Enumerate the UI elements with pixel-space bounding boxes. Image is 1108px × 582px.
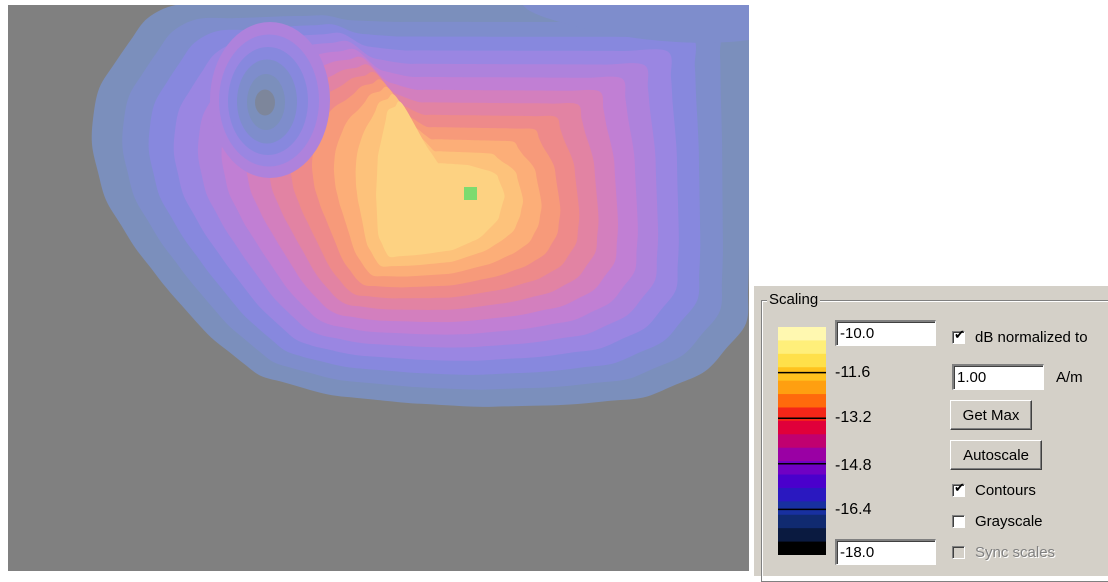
sync-scales-checkbox — [952, 545, 965, 559]
secondary-dip-level-6 — [255, 89, 275, 116]
contour-regions — [91, 5, 749, 407]
normalization-value-input[interactable] — [952, 364, 1044, 390]
colorbar-band — [778, 327, 826, 342]
tick-label-3: -14.8 — [835, 457, 872, 474]
scaling-panel: Scaling -11.6 -13.2 -14.8 -16.4 ✔ dB nor… — [754, 286, 1108, 582]
colorbar-band — [778, 340, 826, 355]
sync-scales-checkbox-row: Sync scales — [952, 542, 1055, 562]
upper-right-lobe — [523, 5, 749, 43]
grayscale-checkbox[interactable] — [952, 514, 965, 528]
contour-level-13 — [376, 101, 505, 258]
checkmark-icon: ✔ — [954, 480, 965, 496]
scaling-title: Scaling — [767, 291, 821, 308]
colorbar-band — [778, 474, 826, 489]
colorbar-band — [778, 380, 826, 395]
colorbar-band — [778, 394, 826, 409]
get-max-button[interactable]: Get Max — [950, 400, 1032, 430]
tick-label-2: -13.2 — [835, 409, 872, 426]
db-normalized-label: dB normalized to — [975, 328, 1088, 346]
colorbar-band — [778, 407, 826, 422]
grayscale-checkbox-row[interactable]: Grayscale — [952, 511, 1043, 531]
colorbar-band — [778, 461, 826, 476]
grayscale-label: Grayscale — [975, 512, 1043, 530]
colorbar-band — [778, 501, 826, 516]
contours-checkbox-row[interactable]: ✔ Contours — [952, 480, 1036, 500]
colorbar-band — [778, 367, 826, 382]
checkmark-icon: ✔ — [954, 327, 965, 343]
colorbar-band — [778, 420, 826, 435]
colorbar-band — [778, 487, 826, 502]
contours-checkbox[interactable]: ✔ — [952, 480, 965, 497]
colorbar-band — [778, 434, 826, 449]
colorbar-band — [778, 353, 826, 368]
contours-label: Contours — [975, 481, 1036, 499]
tick-label-1: -11.6 — [835, 364, 871, 381]
max-value-input[interactable] — [835, 320, 936, 346]
autoscale-button[interactable]: Autoscale — [950, 440, 1042, 470]
colorbar — [778, 327, 826, 555]
colorbar-band — [778, 528, 826, 543]
maximum-marker — [464, 187, 477, 200]
colorbar-band — [778, 514, 826, 529]
db-normalized-checkbox-row[interactable]: ✔ dB normalized to — [952, 327, 1088, 347]
colorbar-band — [778, 541, 826, 555]
db-normalized-checkbox[interactable]: ✔ — [952, 327, 965, 344]
sync-scales-label: Sync scales — [975, 543, 1056, 561]
colorbar-band — [778, 447, 826, 462]
min-value-input[interactable] — [835, 539, 936, 565]
contour-plot[interactable] — [8, 5, 749, 571]
colorbar-bands — [778, 327, 826, 555]
tick-label-4: -16.4 — [835, 501, 872, 518]
unit-label: A/m — [1056, 369, 1083, 386]
colorbar-tick-lines — [778, 371, 826, 511]
